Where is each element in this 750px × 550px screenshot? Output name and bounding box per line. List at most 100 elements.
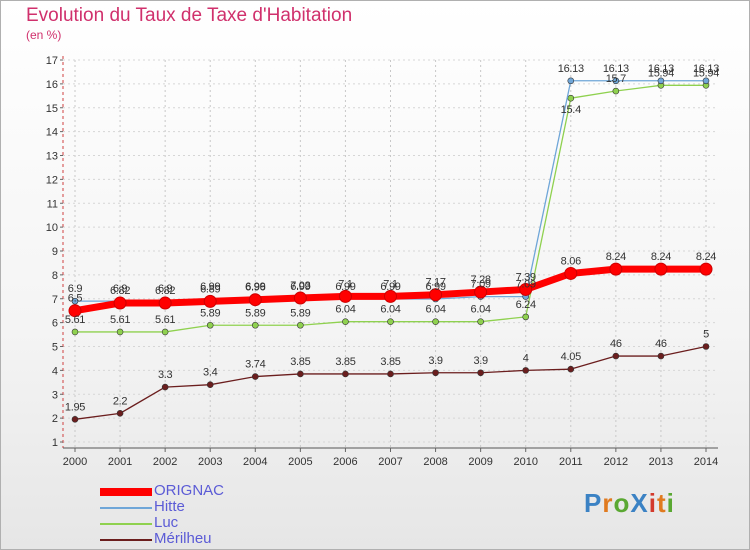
data-label-luc: 5.89 — [290, 307, 310, 319]
x-tick-label: 2010 — [513, 456, 537, 468]
data-label-luc: 5.89 — [245, 307, 265, 319]
data-point-luc — [342, 318, 349, 325]
data-label-hitte: 16.13 — [693, 63, 719, 75]
legend-label: Luc — [154, 514, 179, 531]
data-label-luc: 6.04 — [425, 304, 445, 316]
chart-title: Evolution du Taux de Taxe d'Habitation — [26, 5, 353, 26]
data-point-orignac — [338, 289, 352, 303]
data-label-mérilheu: 3.85 — [335, 356, 355, 368]
x-tick-label: 2011 — [559, 456, 583, 468]
data-point-mérilheu — [612, 352, 620, 360]
data-label-mérilheu: 3.3 — [158, 369, 173, 381]
data-label-mérilheu: 5 — [703, 329, 709, 341]
x-tick-label: 2008 — [423, 456, 447, 468]
data-label-hitte: 16.13 — [603, 63, 629, 75]
data-point-orignac — [384, 289, 397, 303]
data-label-luc: 6.04 — [380, 304, 400, 316]
data-label-mérilheu: 3.4 — [203, 367, 218, 379]
legend-label: Mérilheu — [154, 530, 212, 547]
data-label-luc: 6.24 — [516, 299, 536, 311]
data-point-mérilheu — [297, 370, 304, 378]
data-point-mérilheu — [251, 373, 259, 380]
data-label-orignac: 7.1 — [338, 278, 353, 290]
y-tick-label: 1 — [52, 437, 58, 449]
data-label-orignac: 7.1 — [383, 278, 398, 290]
data-label-mérilheu: 4 — [523, 352, 529, 364]
data-point-orignac — [113, 296, 127, 310]
data-point-orignac — [519, 282, 533, 296]
logo-letter: i — [666, 488, 675, 518]
data-point-orignac — [203, 294, 217, 308]
data-label-mérilheu: 2.2 — [113, 395, 128, 407]
data-point-luc — [251, 321, 259, 329]
data-label-orignac: 7.28 — [471, 274, 491, 286]
data-label-hitte: 7.09 — [516, 279, 536, 291]
x-tick-label: 2013 — [649, 456, 673, 468]
data-label-luc: 5.61 — [65, 314, 85, 326]
data-point-luc — [297, 321, 304, 329]
data-point-orignac — [293, 291, 307, 305]
data-label-hitte: 16.13 — [558, 63, 584, 75]
y-tick-label: 16 — [46, 79, 58, 91]
data-point-hitte — [567, 77, 575, 85]
data-label-luc: 5.89 — [200, 307, 220, 319]
x-tick-label: 2009 — [468, 456, 492, 468]
y-tick-label: 14 — [46, 127, 58, 139]
data-label-orignac: 8.24 — [696, 251, 716, 263]
data-point-orignac — [654, 262, 668, 276]
y-tick-label: 9 — [52, 246, 58, 258]
y-tick-label: 6 — [52, 318, 58, 330]
data-label-hitte: 6.99 — [335, 281, 355, 293]
data-point-hitte — [702, 77, 710, 85]
legend-swatch — [100, 523, 152, 525]
logo-letter: X — [630, 488, 649, 518]
data-point-mérilheu — [206, 381, 214, 389]
x-tick-label: 2012 — [604, 456, 628, 468]
y-tick-label: 15 — [46, 103, 58, 115]
data-label-hitte: 6.99 — [425, 281, 445, 293]
x-tick-label: 2000 — [63, 456, 87, 468]
data-point-mérilheu — [567, 365, 575, 373]
legend-swatch — [100, 539, 152, 541]
logo-letter: o — [613, 488, 631, 518]
data-label-hitte: 6.99 — [245, 281, 265, 293]
data-point-luc — [567, 94, 575, 102]
data-point-luc — [161, 328, 169, 336]
data-point-mérilheu — [477, 369, 484, 377]
logo-letter: i — [648, 488, 657, 518]
data-label-mérilheu: 3.85 — [290, 356, 310, 368]
data-point-orignac — [699, 262, 713, 276]
data-label-mérilheu: 3.74 — [245, 359, 265, 371]
data-label-orignac: 6.89 — [200, 283, 220, 295]
data-label-luc: 6.04 — [471, 304, 491, 316]
logo-letter: t — [656, 488, 667, 518]
data-label-hitte: 6.9 — [158, 283, 173, 295]
data-point-orignac — [609, 262, 623, 276]
data-label-orignac: 8.06 — [561, 255, 581, 267]
x-tick-label: 2003 — [198, 456, 222, 468]
data-point-luc — [71, 328, 79, 336]
y-tick-label: 12 — [46, 174, 58, 186]
data-point-mérilheu — [342, 370, 349, 378]
y-tick-label: 7 — [52, 294, 58, 306]
legend-swatch — [100, 488, 152, 496]
data-label-orignac: 7.39 — [516, 271, 536, 283]
proxiti-logo: ProXiti — [584, 488, 675, 519]
data-point-hitte — [612, 77, 620, 85]
x-tick-label: 2001 — [108, 456, 132, 468]
data-point-hitte — [657, 77, 665, 85]
data-label-orignac: 6.82 — [155, 285, 175, 297]
data-label-orignac: 6.82 — [110, 285, 130, 297]
data-point-luc — [116, 328, 124, 336]
x-tick-label: 2005 — [288, 456, 312, 468]
data-point-orignac — [474, 285, 488, 299]
legend-label: ORIGNAC — [154, 482, 225, 499]
data-label-mérilheu: 46 — [610, 338, 622, 350]
legend-label: Hitte — [154, 498, 185, 515]
data-label-orignac: 7.17 — [425, 277, 445, 289]
data-label-orignac: 8.24 — [651, 251, 671, 263]
data-point-mérilheu — [432, 369, 439, 377]
y-tick-label: 13 — [46, 151, 58, 163]
data-label-luc: 15.7 — [606, 73, 626, 85]
data-point-mérilheu — [387, 370, 394, 378]
